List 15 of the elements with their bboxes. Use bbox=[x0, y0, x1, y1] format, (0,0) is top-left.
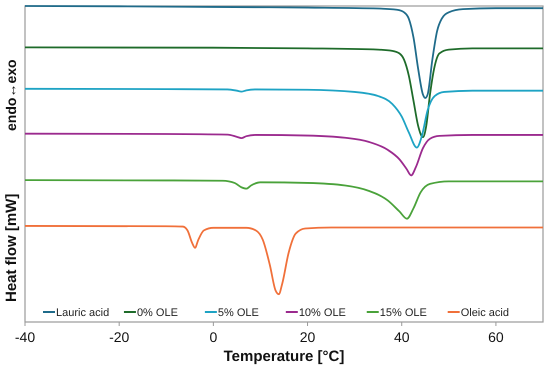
text: endo↔exo bbox=[3, 59, 19, 131]
x-tick-label: 20 bbox=[300, 329, 316, 345]
x-tick-label: 0 bbox=[209, 329, 218, 345]
legend-label: 10% OLE bbox=[298, 307, 346, 319]
x-tick-label: 40 bbox=[394, 329, 410, 345]
legend-label: 15% OLE bbox=[380, 307, 427, 319]
x-tick-label: -40 bbox=[14, 329, 36, 345]
legend-label: 5% OLE bbox=[218, 307, 259, 319]
y-axis-title: Heat flow [mW] bbox=[3, 194, 20, 302]
legend-label: Oleic acid bbox=[460, 307, 509, 319]
legend-label: Lauric acid bbox=[56, 307, 110, 319]
x-axis-title: Temperature [°C] bbox=[224, 348, 344, 365]
x-tick-label: -20 bbox=[109, 329, 130, 345]
legend-label: 0% OLE bbox=[136, 307, 178, 319]
x-tick-label: 60 bbox=[488, 329, 504, 345]
